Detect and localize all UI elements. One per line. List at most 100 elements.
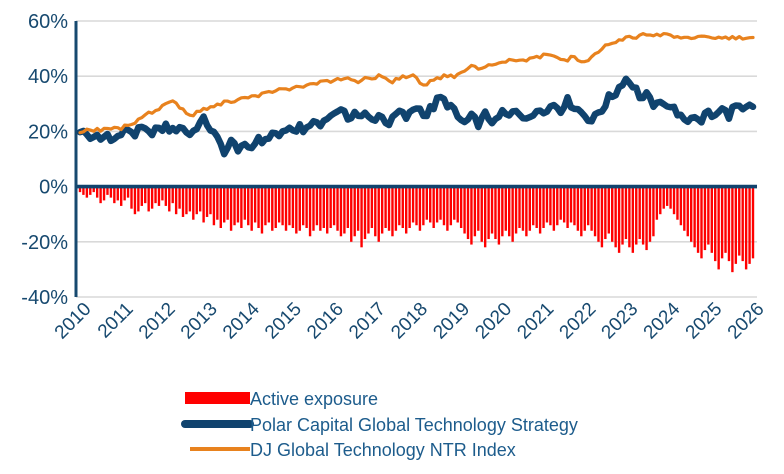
x-tick-label: 2018 xyxy=(387,299,432,344)
bar xyxy=(377,186,380,242)
bar xyxy=(233,186,236,226)
bar xyxy=(380,186,384,234)
y-tick-label: -20% xyxy=(21,232,68,254)
bar xyxy=(521,186,525,231)
bar xyxy=(514,186,518,234)
bar xyxy=(164,186,168,206)
bar xyxy=(439,186,442,220)
bar xyxy=(391,186,394,237)
bar xyxy=(569,186,573,223)
bar xyxy=(181,186,185,217)
bar xyxy=(748,186,751,264)
bar xyxy=(264,186,267,226)
bar xyxy=(714,186,717,262)
bar xyxy=(494,186,497,240)
bar xyxy=(137,186,140,212)
bar xyxy=(511,186,514,242)
bar xyxy=(384,186,387,228)
bar xyxy=(518,186,521,228)
bar xyxy=(614,186,617,248)
x-tick-label: 2015 xyxy=(261,299,306,344)
x-tick-label: 2011 xyxy=(94,299,138,343)
bar xyxy=(353,186,356,237)
bar xyxy=(683,186,686,231)
bar xyxy=(662,186,665,209)
bar xyxy=(707,186,710,245)
x-tick-label: 2020 xyxy=(471,299,516,344)
x-tick-label: 2024 xyxy=(640,298,685,343)
bar xyxy=(617,186,621,253)
bar xyxy=(226,186,229,220)
bar xyxy=(532,186,535,226)
x-axis-tick-labels: 2010201120122013201420152016201720182019… xyxy=(51,298,769,343)
y-tick-label: 20% xyxy=(28,121,68,143)
y-tick-label: 0% xyxy=(39,177,68,199)
bar xyxy=(144,186,147,204)
x-tick-label: 2021 xyxy=(513,299,558,344)
bar xyxy=(463,186,466,234)
bar xyxy=(109,186,113,198)
bar xyxy=(291,186,295,228)
x-tick-label: 2017 xyxy=(345,299,390,344)
bar xyxy=(133,186,137,215)
bar xyxy=(95,186,99,198)
bar xyxy=(453,186,456,220)
bar xyxy=(408,186,411,228)
bar xyxy=(126,186,130,198)
bar xyxy=(590,186,593,231)
bar xyxy=(480,186,483,242)
bar xyxy=(78,186,82,193)
bar xyxy=(168,186,171,212)
bar xyxy=(645,186,648,251)
x-tick-label: 2013 xyxy=(177,299,222,344)
series-lines xyxy=(76,31,757,158)
bar xyxy=(401,186,404,228)
bar xyxy=(652,186,655,237)
bar xyxy=(332,186,336,226)
bar xyxy=(260,186,264,234)
bar xyxy=(583,186,586,231)
bar xyxy=(459,186,463,228)
bar xyxy=(295,186,298,234)
bar xyxy=(415,186,418,226)
bar xyxy=(676,186,679,220)
bar xyxy=(253,186,257,223)
bar xyxy=(628,186,631,248)
bar xyxy=(744,186,748,270)
bar xyxy=(350,186,353,242)
bar xyxy=(150,186,154,209)
x-tick-label: 2025 xyxy=(682,299,727,344)
bar xyxy=(185,186,188,215)
bar xyxy=(277,186,281,223)
active-exposure-bars xyxy=(78,186,755,273)
bar xyxy=(188,186,192,212)
bar xyxy=(305,186,308,228)
bar xyxy=(466,186,470,240)
bar xyxy=(456,186,459,223)
bar xyxy=(470,186,473,245)
bar xyxy=(147,186,150,212)
bar xyxy=(573,186,576,226)
y-axis-tick-labels: 60% 40% 20% 0% -20% -40% xyxy=(21,11,68,309)
bar xyxy=(130,186,133,209)
bar xyxy=(106,186,109,195)
bar xyxy=(641,186,645,245)
bar xyxy=(360,186,363,248)
y-tick-label: 40% xyxy=(28,66,68,88)
bar xyxy=(429,186,432,223)
legend-swatch-bar-swatch xyxy=(185,392,250,404)
bar xyxy=(497,186,501,245)
bar xyxy=(116,186,119,201)
bar xyxy=(223,186,226,223)
bar xyxy=(281,186,284,226)
bar xyxy=(257,186,260,228)
bar xyxy=(562,186,566,223)
bar xyxy=(284,186,288,231)
bar xyxy=(700,186,703,259)
bar xyxy=(717,186,720,270)
legend-label: Polar Capital Global Technology Strategy xyxy=(250,415,578,435)
bar xyxy=(422,186,425,226)
chart-legend: Active exposure Polar Capital Global Tech… xyxy=(181,389,578,460)
